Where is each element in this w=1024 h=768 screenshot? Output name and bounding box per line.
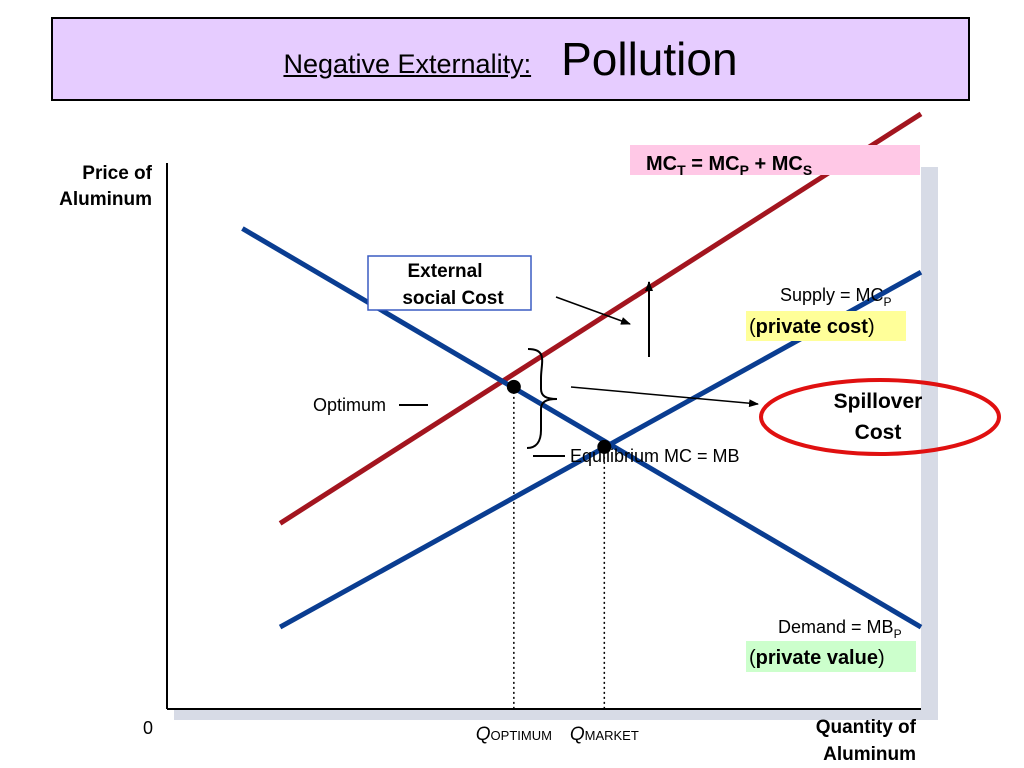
origin-label: 0: [143, 718, 153, 738]
external-cost-line1: External: [408, 261, 483, 282]
title-main: Pollution: [561, 33, 738, 85]
mct-label-box: [630, 145, 920, 175]
spillover-line2: Cost: [855, 421, 902, 444]
optimum-point: [506, 379, 521, 394]
external-cost-arrow: [555, 296, 631, 325]
plot-shadow: [174, 167, 938, 720]
mct-label: MCT = MCP + MCS: [646, 153, 812, 178]
x-label-line2: Aluminum: [823, 744, 916, 765]
optimum-label: Optimum: [313, 395, 386, 415]
title-prefix: Negative Externality:: [283, 48, 532, 79]
supply-label: Supply = MCP: [780, 285, 892, 309]
equilibrium-label: Equilibrium MC = MB: [570, 446, 740, 466]
x-label-line1: Quantity of: [816, 717, 917, 738]
x-tick-q-optimum: QOPTIMUM: [476, 724, 552, 745]
x-tick-q-market: QMARKET: [570, 724, 639, 745]
y-label-line2: Aluminum: [59, 189, 152, 210]
spillover-arrow: [570, 386, 759, 408]
demand-label: Demand = MBP: [778, 617, 902, 641]
private-cost-box: [746, 311, 906, 341]
external-cost-box: [367, 255, 532, 311]
spillover-ellipse: [759, 378, 1001, 456]
series-demand-line: [241, 226, 923, 630]
y-label-line1: Price of: [82, 163, 152, 184]
external-cost-line2: social Cost: [402, 288, 504, 309]
private-cost-label: (private cost): [749, 316, 875, 338]
title-box: Negative Externality: Pollution: [51, 17, 970, 101]
equilibrium-point: [597, 439, 612, 454]
series-mct-line: [278, 111, 923, 526]
private-value-box: [746, 641, 916, 672]
spillover-line1: Spillover: [834, 390, 923, 413]
private-value-label: (private value): [749, 647, 885, 669]
spillover-brace: [526, 348, 558, 449]
